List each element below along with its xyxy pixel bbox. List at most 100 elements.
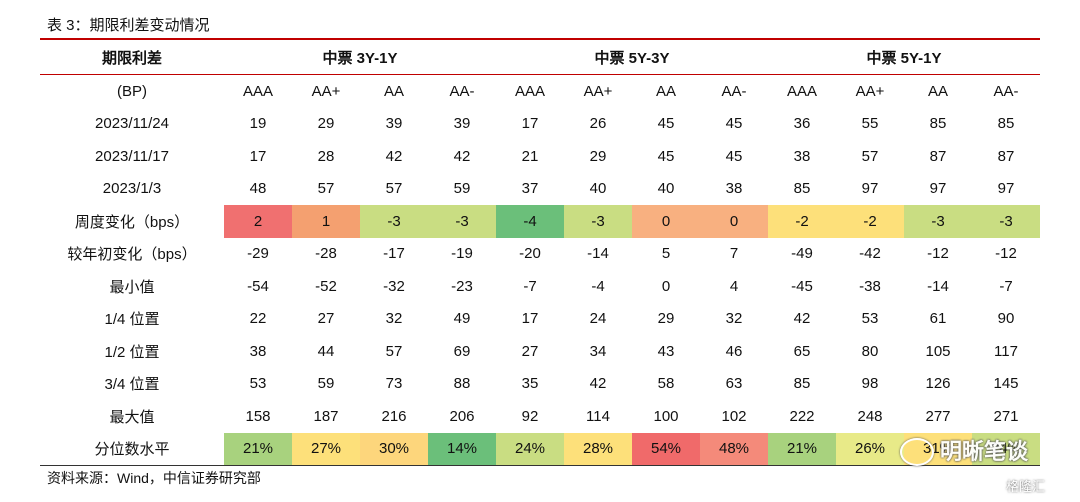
group-header-5y3y: 中票 5Y-3Y xyxy=(594,49,670,67)
table-cell: 39 xyxy=(453,115,471,133)
table-cell: -23 xyxy=(451,277,473,295)
table-cell: -52 xyxy=(315,277,337,295)
table-cell: 24 xyxy=(589,310,607,328)
table-cell: 45 xyxy=(725,115,743,133)
table-cell: 27% xyxy=(292,432,360,465)
table-cell: 0 xyxy=(632,205,700,238)
table-cell: 28% xyxy=(564,432,632,465)
table-cell: 222 xyxy=(789,407,815,425)
table-cell: 5 xyxy=(661,245,671,263)
table-cell: 271 xyxy=(993,407,1019,425)
table-caption: 表 3：期限利差变动情况 xyxy=(47,17,210,34)
table-cell: 126 xyxy=(925,375,951,393)
wechat-icon xyxy=(900,438,934,466)
row-label: 2023/11/24 xyxy=(95,115,169,133)
table-cell: 80 xyxy=(861,342,879,360)
table-cell: 85 xyxy=(793,180,811,198)
table-cell: 24% xyxy=(972,432,1040,465)
table-cell: 145 xyxy=(993,375,1019,393)
table-cell: 48% xyxy=(700,432,768,465)
table-cell: -4 xyxy=(591,277,605,295)
table-cell: 14% xyxy=(428,432,496,465)
table-body: 2023/11/24 19 29 39 39 17 26 45 45 36 55 85 85 2023/1… xyxy=(40,108,1040,466)
table-cell: 0 xyxy=(700,205,768,238)
table-cell: 277 xyxy=(925,407,951,425)
watermark-text: 明晰笔谈 xyxy=(940,439,1029,464)
group-header-5y1y: 中票 5Y-1Y xyxy=(866,49,942,67)
table-cell: 1 xyxy=(292,205,360,238)
table-cell: 26% xyxy=(836,432,904,465)
table-cell: 57 xyxy=(385,180,403,198)
table-cell: 27 xyxy=(317,310,335,328)
column-header: AA- xyxy=(449,82,475,100)
table-cell: 114 xyxy=(586,407,610,425)
table-cell: 17 xyxy=(521,310,539,328)
table-row: 1/4 位置 22 27 32 49 17 24 29 32 42 53 61 90 xyxy=(40,303,1040,336)
row-label: 3/4 位置 xyxy=(104,376,160,394)
table-cell: 29 xyxy=(317,115,335,133)
table-cell: 40 xyxy=(589,180,607,198)
table-cell: -3 xyxy=(904,205,972,238)
table-cell: 63 xyxy=(725,375,743,393)
table-cell: 29 xyxy=(657,310,675,328)
table-cell: 21% xyxy=(224,432,292,465)
row-label: 周度变化（bps） xyxy=(74,213,190,231)
table-cell: 53 xyxy=(249,375,267,393)
table-cell: 45 xyxy=(725,147,743,165)
column-header: AA xyxy=(383,82,404,100)
table-cell: 38 xyxy=(249,342,267,360)
table-cell: 117 xyxy=(994,342,1018,360)
table-row: 2023/11/17 17 28 42 42 21 29 45 45 38 57 87 87 xyxy=(40,140,1040,173)
column-header: AA xyxy=(655,82,676,100)
table-cell: 40 xyxy=(657,180,675,198)
table-cell: 97 xyxy=(997,180,1015,198)
table-cell: 0 xyxy=(661,277,671,295)
table-cell: 32 xyxy=(385,310,403,328)
table-cell: -3 xyxy=(972,205,1040,238)
column-header: AAA xyxy=(242,82,273,100)
spread-table: 期限利差 中票 3Y-1Y 中票 5Y-3Y 中票 5Y-1Y (BP) AAA… xyxy=(40,40,1040,466)
table-cell: 21% xyxy=(768,432,836,465)
table-header-row: 期限利差 中票 3Y-1Y 中票 5Y-3Y 中票 5Y-1Y xyxy=(40,40,1040,74)
table-cell: 69 xyxy=(453,342,471,360)
table-cell: 97 xyxy=(861,180,879,198)
row-label: 2023/11/17 xyxy=(95,147,169,165)
table-cell: 26 xyxy=(589,115,607,133)
row-label: 2023/1/3 xyxy=(102,180,162,198)
table-cell: 36 xyxy=(793,115,811,133)
table-cell: 34 xyxy=(589,342,607,360)
column-header: AA xyxy=(927,82,948,100)
table-cell: 4 xyxy=(729,277,739,295)
table-cell: -2 xyxy=(768,205,836,238)
table-cell: 98 xyxy=(861,375,879,393)
table-cell: -38 xyxy=(859,277,881,295)
table-cell: -20 xyxy=(519,245,541,263)
table-cell: 43 xyxy=(657,342,675,360)
table-cell: 88 xyxy=(453,375,471,393)
table-row: 2023/11/24 19 29 39 39 17 26 45 45 36 55 85 85 xyxy=(40,108,1040,141)
table-row: 最小值 -54 -52 -32 -23 -7 -4 0 4 -45 -38 -14 -7 xyxy=(40,270,1040,303)
table-cell: 22 xyxy=(249,310,267,328)
table-cell: 92 xyxy=(521,407,539,425)
table-cell: 105 xyxy=(925,342,951,360)
table-cell: 2 xyxy=(224,205,292,238)
table-cell: 57 xyxy=(861,147,879,165)
table-row: 周度变化（bps） 2 1 -3 -3 -4 -3 0 0 -2 -2 -3 -3 xyxy=(40,205,1040,238)
table-cell: -42 xyxy=(859,245,881,263)
table-cell: 73 xyxy=(385,375,403,393)
table-cell: 42 xyxy=(589,375,607,393)
table-cell: 24% xyxy=(496,432,564,465)
table-cell: 58 xyxy=(657,375,675,393)
table-cell: -32 xyxy=(383,277,405,295)
watermark-small: 格隆汇 xyxy=(1006,479,1046,494)
table-cell: 7 xyxy=(729,245,739,263)
row-label: 较年初变化（bps） xyxy=(67,246,197,264)
table-row: 较年初变化（bps） -29 -28 -17 -19 -20 -14 5 7 -49 -42 -12 -… xyxy=(40,238,1040,271)
row-label: 最大值 xyxy=(109,408,155,426)
table-cell: 27 xyxy=(521,342,539,360)
table-cell: 32 xyxy=(725,310,743,328)
column-header: AAA xyxy=(786,82,817,100)
table-cell: 55 xyxy=(861,115,879,133)
table-cell: 35 xyxy=(521,375,539,393)
table-cell: 53 xyxy=(861,310,879,328)
